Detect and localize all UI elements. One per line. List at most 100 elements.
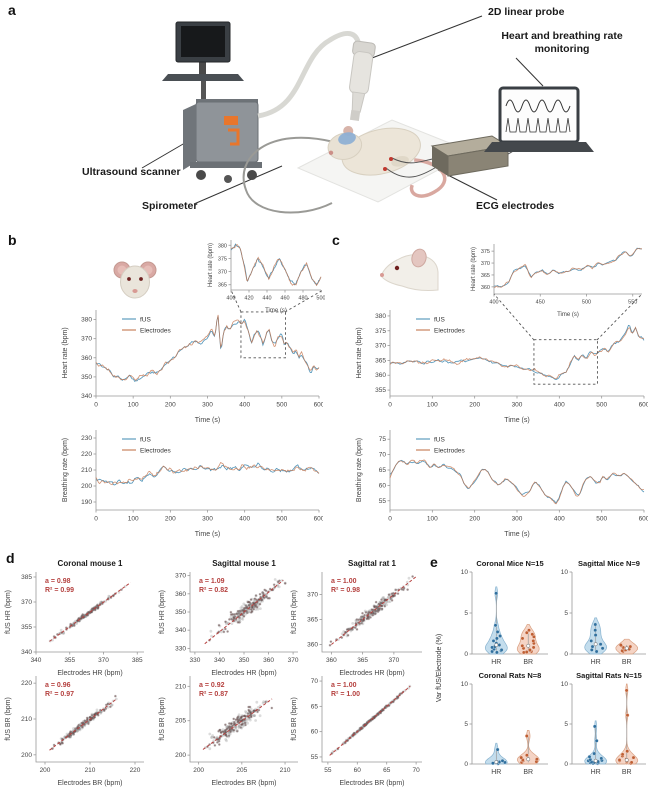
- svg-text:55: 55: [311, 754, 319, 761]
- svg-text:Electrodes BR (bpm): Electrodes BR (bpm): [212, 780, 277, 787]
- svg-text:340: 340: [21, 649, 32, 656]
- svg-text:Electrodes: Electrodes: [140, 448, 171, 455]
- svg-text:Breathing rate (bpm): Breathing rate (bpm): [356, 438, 363, 502]
- svg-text:400: 400: [489, 300, 498, 306]
- svg-text:70: 70: [413, 767, 421, 774]
- violin-sagittal-rats: 0 5 10 Sagittal Rats N=15 HR BR: [552, 668, 650, 788]
- svg-text:500: 500: [596, 516, 607, 523]
- svg-text:fUS HR (bpm): fUS HR (bpm): [5, 590, 12, 634]
- scanner-label: Ultrasound scanner: [82, 166, 181, 178]
- svg-text:500: 500: [276, 516, 287, 523]
- svg-text:0: 0: [94, 402, 98, 409]
- svg-text:60: 60: [354, 767, 362, 774]
- svg-text:a = 1.00: a = 1.00: [331, 682, 357, 689]
- svg-text:BR: BR: [523, 659, 533, 666]
- svg-text:300: 300: [512, 516, 523, 523]
- svg-text:Time (s): Time (s): [195, 417, 220, 424]
- svg-text:210: 210: [175, 683, 186, 690]
- svg-text:600: 600: [639, 516, 648, 523]
- svg-text:200: 200: [469, 402, 480, 409]
- svg-text:0: 0: [464, 761, 468, 768]
- scatter-sagittal-mouse-hr: 330 330 340 340 350 350 360 360 370 370 Electrodes…: [156, 556, 304, 678]
- svg-text:0: 0: [564, 651, 568, 658]
- svg-text:550: 550: [628, 300, 637, 306]
- svg-text:200: 200: [21, 752, 32, 759]
- svg-text:480: 480: [298, 296, 307, 302]
- svg-text:Electrodes BR (bpm): Electrodes BR (bpm): [58, 780, 123, 787]
- svg-text:375: 375: [481, 249, 490, 255]
- svg-text:Breathing rate (bpm): Breathing rate (bpm): [62, 438, 69, 502]
- svg-text:370: 370: [218, 270, 227, 276]
- monitoring-label: Heart and breathing rate monitoring: [501, 30, 623, 55]
- svg-text:R² = 0.98: R² = 0.98: [331, 587, 360, 594]
- svg-text:200: 200: [81, 483, 92, 490]
- svg-text:350: 350: [175, 609, 186, 616]
- spirometer-label: Spirometer: [142, 200, 198, 212]
- svg-text:HR: HR: [591, 659, 601, 666]
- svg-text:Time (s): Time (s): [195, 531, 220, 538]
- svg-text:375: 375: [375, 328, 386, 335]
- svg-text:230: 230: [81, 435, 92, 442]
- svg-text:220: 220: [81, 451, 92, 458]
- svg-text:R² = 0.82: R² = 0.82: [199, 587, 228, 594]
- svg-text:210: 210: [280, 767, 291, 774]
- ecg-laptop-wire: [507, 135, 529, 155]
- svg-text:500: 500: [316, 296, 325, 302]
- svg-text:a = 1.00: a = 1.00: [331, 578, 357, 585]
- svg-text:Heart rate (bpm): Heart rate (bpm): [356, 327, 363, 378]
- svg-text:65: 65: [383, 767, 391, 774]
- svg-text:340: 340: [31, 657, 42, 664]
- svg-text:370: 370: [98, 657, 109, 664]
- scatter-sagittal-rat-br: 55 55 60 60 65 65 70 70 Electrodes BR (bpm) fUS B…: [288, 668, 428, 788]
- scatter-sagittal-mouse-br: 200 200 205 205 210 210 Electrodes BR (bpm) fUS…: [156, 668, 304, 788]
- svg-text:Electrodes HR (bpm): Electrodes HR (bpm): [211, 670, 276, 677]
- svg-text:Sagittal Rats N=15: Sagittal Rats N=15: [576, 671, 642, 680]
- svg-text:BR: BR: [622, 769, 632, 776]
- ecg-box: [430, 135, 510, 177]
- svg-text:Coronal mouse 1: Coronal mouse 1: [58, 559, 123, 568]
- svg-text:370: 370: [81, 336, 92, 343]
- chart-b-heart-rate: 0 100 200 300 400 500 600 340 350 360 370 380 Time (…: [58, 306, 325, 424]
- svg-text:350: 350: [239, 657, 250, 664]
- svg-text:10: 10: [561, 681, 569, 688]
- svg-text:65: 65: [311, 703, 319, 710]
- svg-text:200: 200: [469, 516, 480, 523]
- svg-text:460: 460: [280, 296, 289, 302]
- linear-probe: [349, 40, 376, 122]
- svg-text:365: 365: [481, 273, 490, 279]
- svg-text:365: 365: [307, 617, 318, 624]
- mouse-illustration: [327, 125, 447, 198]
- svg-text:75: 75: [379, 436, 387, 443]
- svg-text:fUS: fUS: [140, 437, 152, 444]
- svg-text:330: 330: [175, 645, 186, 652]
- svg-text:R² = 0.97: R² = 0.97: [45, 691, 74, 698]
- svg-text:a = 0.96: a = 0.96: [45, 682, 71, 689]
- svg-text:350: 350: [81, 374, 92, 381]
- svg-text:370: 370: [288, 657, 299, 664]
- svg-text:55: 55: [324, 767, 332, 774]
- svg-text:0: 0: [564, 761, 568, 768]
- violin-sagittal-mice: 0 5 10 Sagittal Mice N=9 HR BR: [552, 556, 650, 678]
- svg-text:400: 400: [554, 516, 565, 523]
- svg-text:fUS BR (bpm): fUS BR (bpm): [5, 697, 12, 741]
- svg-text:BR: BR: [523, 769, 533, 776]
- svg-text:Time (s): Time (s): [265, 308, 287, 314]
- svg-text:385: 385: [21, 574, 32, 581]
- panel-b-label: b: [8, 232, 17, 248]
- svg-text:360: 360: [175, 591, 186, 598]
- svg-text:300: 300: [202, 402, 213, 409]
- violin-coronal-rats: 0 5 10 Coronal Rats N=8 HR BR: [452, 668, 552, 788]
- svg-text:fUS BR (bpm): fUS BR (bpm): [291, 697, 298, 741]
- svg-text:60: 60: [311, 729, 319, 736]
- svg-text:Heart rate (bpm): Heart rate (bpm): [471, 247, 477, 291]
- svg-text:355: 355: [375, 387, 386, 394]
- mouse-head-icon: [113, 261, 157, 299]
- svg-text:360: 360: [307, 642, 318, 649]
- svg-text:Sagittal rat 1: Sagittal rat 1: [348, 559, 397, 568]
- svg-text:5: 5: [564, 721, 568, 728]
- svg-text:600: 600: [639, 402, 648, 409]
- svg-text:365: 365: [375, 357, 386, 364]
- svg-text:385: 385: [132, 657, 143, 664]
- svg-text:HR: HR: [491, 769, 501, 776]
